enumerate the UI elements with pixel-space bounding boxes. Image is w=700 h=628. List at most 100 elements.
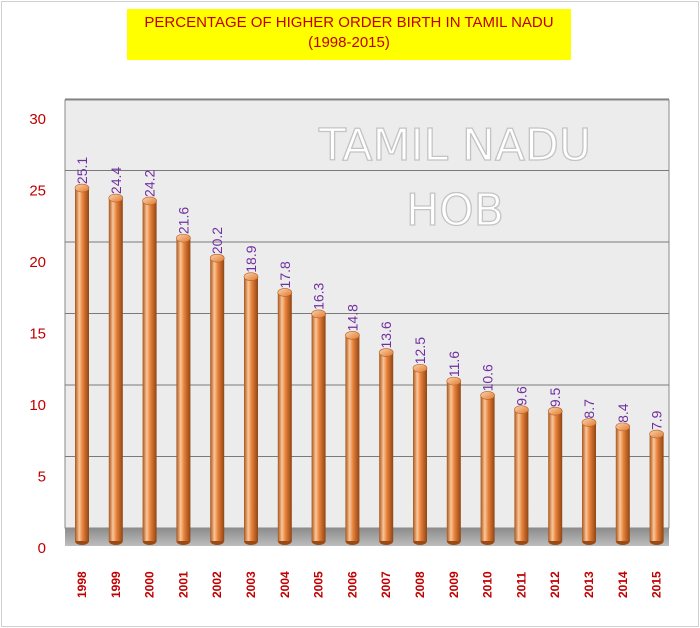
gridlines	[65, 98, 669, 457]
bar	[74, 183, 90, 545]
bar-body	[413, 368, 427, 541]
bar-body	[108, 198, 123, 541]
data-label: 11.6	[446, 351, 462, 377]
bar	[378, 348, 394, 545]
x-tick-label: 2007	[379, 571, 393, 598]
y-tick-label: 15	[29, 326, 46, 343]
data-label: 9.5	[547, 387, 563, 407]
bar-cap	[480, 391, 495, 400]
bar	[480, 391, 495, 545]
bar-body	[480, 395, 495, 541]
bar-body	[446, 381, 461, 541]
watermark-text: HOB	[406, 185, 504, 236]
bar-cap	[547, 406, 563, 416]
data-label: 16.3	[311, 282, 327, 309]
data-label: 24.4	[108, 167, 124, 194]
bar-body	[615, 426, 630, 541]
bar	[243, 272, 259, 545]
bar	[649, 429, 664, 545]
bar-body	[345, 335, 360, 541]
bar	[412, 363, 428, 545]
bars: 25.1 24.4 24.2 21.6 20.2 18.9 17.8 16.3 14.8 13.6…	[74, 157, 665, 545]
bar-cap	[378, 348, 394, 357]
bar-body	[142, 200, 157, 541]
y-tick-label: 0	[38, 540, 46, 557]
bar-body	[277, 292, 292, 541]
data-label: 18.9	[243, 245, 259, 272]
data-label: 7.9	[649, 410, 665, 430]
bar-body	[514, 409, 529, 541]
data-label: 12.5	[412, 337, 428, 364]
y-tick-label: 5	[38, 469, 46, 486]
x-tick-label: 2002	[210, 571, 224, 598]
bar-body	[75, 188, 89, 541]
data-label: 8.4	[615, 403, 631, 423]
x-tick-label: 2011	[514, 572, 528, 598]
x-tick-label: 2012	[548, 571, 562, 598]
x-tick-label: 2008	[413, 571, 427, 598]
y-tick-label: 10	[29, 397, 46, 414]
bar-cap	[142, 196, 157, 206]
y-tick-label: 30	[29, 111, 46, 128]
bar-body	[582, 422, 596, 541]
bar-body	[379, 352, 394, 541]
x-tick-label: 1999	[109, 571, 123, 598]
x-tick-label: 2013	[582, 571, 596, 598]
data-label: 21.6	[175, 207, 191, 234]
bar-cap	[108, 193, 124, 203]
data-label: 9.6	[513, 386, 529, 406]
x-tick-label: 1998	[75, 571, 89, 598]
x-tick-label: 2003	[244, 571, 258, 598]
x-axis: 1998 1999 2000 2001 2002 2003 2004 2005 2006 2007…	[75, 571, 664, 598]
bar-body	[176, 238, 191, 541]
data-label: 17.8	[277, 261, 293, 288]
bar-cap	[311, 309, 326, 319]
x-tick-label: 2009	[447, 571, 461, 598]
watermark: TAMIL NADU HOB	[317, 119, 591, 236]
bar-cap	[581, 418, 597, 427]
chart-subtitle: (1998-2015)	[308, 34, 390, 51]
x-tick-label: 2014	[616, 571, 630, 598]
bar	[311, 309, 326, 545]
chart-title-box: PERCENTAGE OF HIGHER ORDER BIRTH IN TAMI…	[127, 9, 571, 60]
x-tick-label: 2004	[278, 571, 292, 598]
bar-cap	[345, 331, 360, 340]
bar-body	[210, 258, 225, 541]
y-tick-label: 25	[29, 183, 46, 200]
y-tick-label: 20	[29, 254, 46, 271]
x-tick-label: 2001	[176, 571, 190, 598]
bar	[277, 288, 293, 545]
data-label: 8.7	[581, 399, 597, 419]
bar	[108, 193, 124, 545]
bar-cap	[277, 288, 293, 297]
data-label: 25.1	[74, 157, 90, 184]
bar	[142, 196, 157, 545]
y-axis: 0 5 10 15 20 25 30	[29, 111, 46, 557]
data-label: 10.6	[480, 364, 496, 391]
bar-body	[649, 434, 664, 541]
bar	[176, 233, 191, 545]
x-tick-label: 2000	[143, 571, 157, 598]
data-label: 14.8	[344, 304, 360, 331]
bar-cap	[74, 183, 90, 193]
x-tick-label: 2006	[345, 571, 359, 598]
x-tick-label: 2015	[650, 571, 664, 598]
bar	[209, 253, 225, 545]
bar-cap	[412, 363, 428, 373]
bar-cap	[649, 429, 664, 439]
data-label: 13.6	[378, 321, 394, 348]
bar-cap	[615, 422, 631, 432]
bar	[547, 406, 563, 545]
data-label: 24.2	[142, 169, 158, 196]
x-tick-label: 2005	[312, 571, 326, 598]
bar	[514, 405, 529, 545]
bar-body	[311, 313, 326, 541]
data-label: 20.2	[209, 227, 225, 254]
bar-cap	[176, 233, 191, 243]
bar-cap	[209, 253, 225, 263]
bar	[615, 422, 631, 545]
bar	[581, 418, 597, 545]
x-tick-label: 2010	[481, 571, 495, 598]
chart-title: PERCENTAGE OF HIGHER ORDER BIRTH IN TAMI…	[144, 14, 554, 31]
